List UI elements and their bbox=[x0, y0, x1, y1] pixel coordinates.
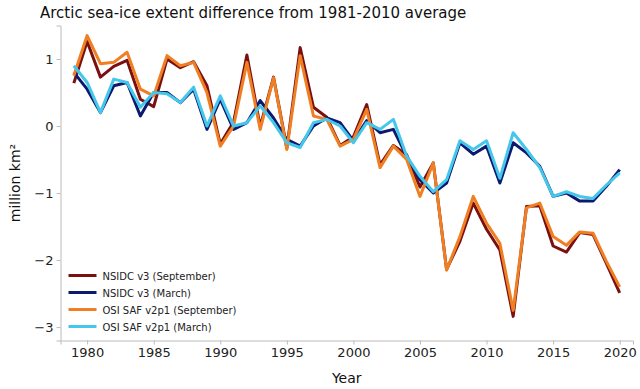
y-tick-mark bbox=[57, 59, 61, 60]
legend: NSIDC v3 (September) NSIDC v3 (March) OSI … bbox=[69, 271, 237, 333]
x-tick: 2020 bbox=[604, 341, 637, 360]
y-tick: 0 bbox=[45, 119, 60, 134]
x-tick-label: 2010 bbox=[470, 345, 503, 360]
legend-item: OSI SAF v2p1 (September) bbox=[69, 305, 237, 316]
series-line bbox=[74, 42, 620, 317]
legend-swatch bbox=[69, 325, 97, 328]
x-tick-label: 2015 bbox=[537, 345, 570, 360]
x-tick-label: 2000 bbox=[337, 345, 370, 360]
y-axis-title: million km² bbox=[7, 144, 23, 222]
y-tick-mark bbox=[57, 193, 61, 194]
legend-label: OSI SAF v2p1 (September) bbox=[103, 305, 237, 316]
legend-swatch bbox=[69, 274, 97, 277]
y-tick-label: 1 bbox=[45, 52, 53, 67]
series-line bbox=[74, 36, 620, 311]
x-tick: 1995 bbox=[271, 341, 304, 360]
y-tick-label: −1 bbox=[34, 186, 53, 201]
chart: 1980 1985 1990 1995 2000 2005 2010 2015 2020 −3 −2… bbox=[0, 0, 640, 389]
y-tick-label: 0 bbox=[45, 119, 53, 134]
plot-area: 1980 1985 1990 1995 2000 2005 2010 2015 2020 −3 −2… bbox=[34, 26, 636, 360]
y-tick-mark bbox=[57, 126, 61, 127]
x-tick-label: 1985 bbox=[138, 345, 171, 360]
y-tick-mark bbox=[57, 327, 61, 328]
x-axis: 1980 1985 1990 1995 2000 2005 2010 2015 2020 bbox=[61, 341, 637, 360]
legend-label: NSIDC v3 (September) bbox=[103, 271, 216, 282]
y-tick: −2 bbox=[34, 253, 60, 268]
x-tick-label: 1990 bbox=[204, 345, 237, 360]
y-axis: −3 −2 −1 0 1 bbox=[34, 26, 61, 341]
y-tick: −3 bbox=[34, 320, 60, 335]
x-tick: 2015 bbox=[537, 341, 570, 360]
y-tick: −1 bbox=[34, 186, 60, 201]
legend-label: OSI SAF v2p1 (March) bbox=[103, 322, 212, 333]
x-axis-title: Year bbox=[331, 370, 362, 386]
legend-item: NSIDC v3 (September) bbox=[69, 271, 216, 282]
series-line bbox=[74, 66, 620, 199]
legend-swatch bbox=[69, 291, 97, 294]
x-tick: 1985 bbox=[138, 341, 171, 360]
legend-item: OSI SAF v2p1 (March) bbox=[69, 322, 212, 333]
y-tick-mark bbox=[57, 260, 61, 261]
y-tick-label: −2 bbox=[34, 253, 53, 268]
x-tick: 2000 bbox=[337, 341, 370, 360]
x-tick: 1980 bbox=[71, 341, 104, 360]
x-tick: 2010 bbox=[470, 341, 503, 360]
chart-title: Arctic sea-ice extent difference from 19… bbox=[40, 4, 466, 22]
legend-label: NSIDC v3 (March) bbox=[103, 288, 191, 299]
x-tick: 1990 bbox=[204, 341, 237, 360]
x-tick: 2005 bbox=[404, 341, 437, 360]
series-lines bbox=[74, 36, 620, 317]
legend-swatch bbox=[69, 308, 97, 311]
x-tick-label: 2020 bbox=[604, 345, 637, 360]
x-tick-label: 1980 bbox=[71, 345, 104, 360]
x-tick-label: 1995 bbox=[271, 345, 304, 360]
x-tick-label: 2005 bbox=[404, 345, 437, 360]
y-axis-line bbox=[57, 26, 62, 341]
y-tick: 1 bbox=[45, 52, 60, 67]
y-tick-label: −3 bbox=[34, 320, 53, 335]
legend-item: NSIDC v3 (March) bbox=[69, 288, 191, 299]
